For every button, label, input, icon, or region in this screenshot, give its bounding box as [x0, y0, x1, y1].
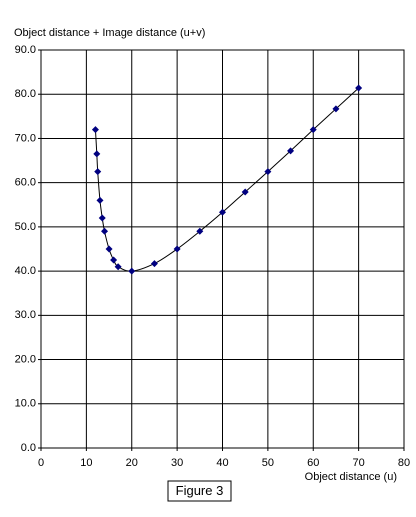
curve: [94, 87, 359, 272]
x-tick-label: 60: [307, 457, 319, 469]
y-tick-label: 70.0: [15, 132, 36, 144]
x-tick-label: 0: [38, 457, 44, 469]
y-tick-label: 30.0: [15, 309, 36, 321]
y-tick-label: 60.0: [15, 177, 36, 189]
data-point: [264, 168, 272, 176]
data-point: [150, 260, 158, 268]
data-point: [355, 84, 363, 92]
data-point: [96, 196, 104, 204]
data-point: [309, 126, 317, 134]
y-tick-label: 50.0: [15, 221, 36, 233]
data-point: [98, 214, 106, 222]
x-axis-title: Object distance (u): [305, 471, 397, 483]
x-tick-label: 80: [398, 457, 410, 469]
data-point: [287, 147, 295, 155]
data-point: [219, 208, 226, 216]
data-point: [241, 188, 249, 196]
x-tick-label: 10: [80, 457, 92, 469]
x-tick-label: 40: [216, 457, 228, 469]
y-tick-label: 80.0: [15, 88, 36, 100]
data-point: [128, 267, 136, 275]
caption-box: [167, 480, 232, 502]
data-point: [93, 150, 101, 158]
data-point: [173, 245, 181, 253]
data-point: [110, 256, 118, 264]
y-tick-label: 0.0: [21, 442, 36, 454]
data-point: [105, 245, 113, 253]
y-tick-label: 20.0: [15, 353, 36, 365]
x-tick-label: 50: [262, 457, 274, 469]
x-tick-label: 20: [126, 457, 138, 469]
data-point: [94, 168, 102, 176]
plot-border: [40, 49, 405, 449]
x-tick-label: 70: [353, 457, 365, 469]
data-point: [196, 227, 204, 235]
x-tick-label: 30: [171, 457, 183, 469]
y-tick-label: 10.0: [15, 398, 36, 410]
data-point: [91, 126, 99, 134]
data-point: [332, 105, 340, 113]
caption: Figure 3: [176, 483, 224, 498]
data-point: [114, 263, 122, 271]
data-point: [101, 227, 109, 235]
y-tick-label: 90.0: [15, 44, 36, 56]
y-axis-title: Object distance + Image distance (u+v): [14, 27, 205, 39]
y-tick-label: 40.0: [15, 265, 36, 277]
